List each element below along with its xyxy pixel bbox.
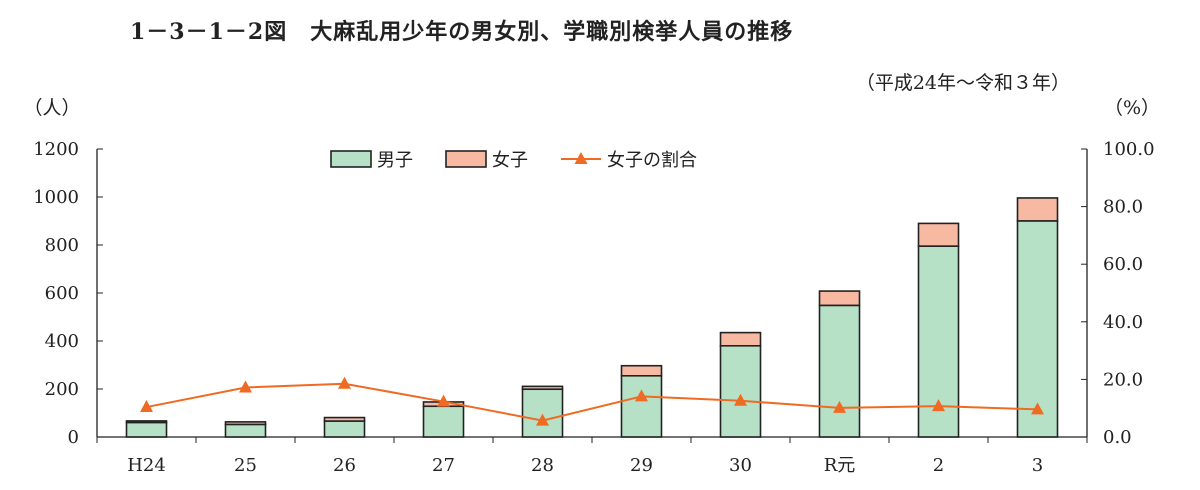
bars [125,197,1059,438]
x-tick-label: 27 [432,455,455,476]
bar-male [818,304,861,438]
right-axis-unit: （%） [1104,97,1160,119]
legend-swatch-female [445,150,487,168]
ratio-point [635,389,648,402]
ratio-point [833,400,846,413]
ratio-point [1031,402,1044,415]
x-tick-label: 25 [234,455,257,476]
bar-female [719,331,762,347]
ratio-point [239,380,252,393]
x-tick-label: H24 [127,455,166,476]
ratio-point [140,400,153,413]
x-tick-label: R元 [824,455,856,476]
left-tick-label: 600 [45,283,79,304]
ratio-point [932,399,945,412]
x-tick-label: 2 [933,455,944,476]
right-tick-label: 40.0 [1103,312,1143,333]
left-tick-label: 200 [45,379,79,400]
bar-female [917,222,960,247]
bar-male [1016,220,1059,438]
chart-title: 1－3－1－2図 大麻乱用少年の男女別、学職別検挙人員の推移 [130,19,794,45]
bar-male [620,374,663,438]
left-tick-label: 1200 [33,139,79,160]
legend-label-female: 女子 [492,150,528,171]
left-tick-label: 0 [68,427,79,448]
right-tick-label: 20.0 [1103,369,1143,390]
right-tick-label: 60.0 [1103,254,1143,275]
x-tick-label: 28 [531,455,554,476]
left-tick-label: 1000 [33,187,79,208]
left-tick-label: 400 [45,331,79,352]
ratio-line [140,376,1044,426]
bar-female [620,364,663,377]
right-tick-label: 0.0 [1103,427,1132,448]
x-tick-label: 3 [1032,455,1043,476]
bar-female [1016,197,1059,222]
right-tick-label: 80.0 [1103,197,1143,218]
bar-male [422,405,465,438]
bar-male [323,420,366,438]
left-axis-unit: （人） [23,97,80,119]
ratio-point [338,376,351,389]
ratio-point [734,393,747,406]
chart-period: （平成24年～令和３年） [855,72,1070,94]
ratio-series-line [146,382,1038,422]
left-tick-label: 800 [45,235,79,256]
legend-marker-ratio [574,152,588,164]
ratio-point [437,394,450,407]
bar-female [818,290,861,307]
bar-male [719,344,762,438]
legend-label-male: 男子 [377,150,413,171]
ratio-point [536,413,549,426]
bar-male [125,421,168,438]
axes: 0 200 400 600 800 1000 1200 （人） 0.0 20.0 40.0 60.0 8… [23,97,1160,476]
x-tick-label: 30 [729,455,752,476]
x-tick-label: 29 [630,455,653,476]
legend-swatch-male [330,150,372,168]
x-tick-label: 26 [333,455,356,476]
right-tick-label: 100.0 [1103,139,1155,160]
bar-male [521,388,564,438]
legend-label-ratio: 女子の割合 [607,150,697,171]
legend: 男子 女子 女子の割合 [330,150,697,171]
bar-male [224,423,267,438]
